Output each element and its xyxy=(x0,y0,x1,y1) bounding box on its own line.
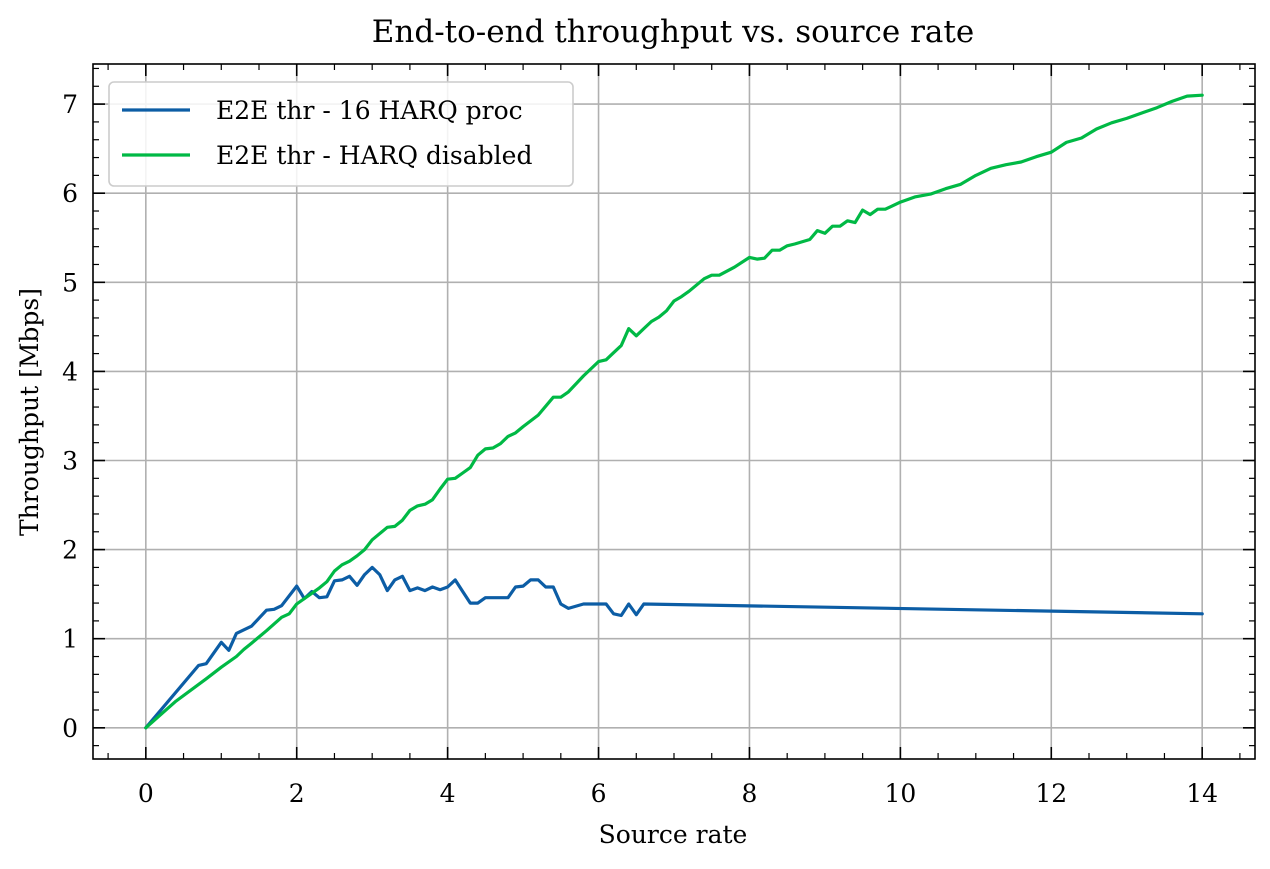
x-tick-label: 0 xyxy=(138,779,154,808)
legend-label: E2E thr - HARQ disabled xyxy=(216,141,532,170)
chart-title: End-to-end throughput vs. source rate xyxy=(372,14,974,50)
series-line-1 xyxy=(144,565,1204,730)
legend-label: E2E thr - 16 HARQ proc xyxy=(216,96,523,125)
y-tick-label: 5 xyxy=(62,268,78,297)
legend-box xyxy=(108,81,574,187)
x-tick-label: 10 xyxy=(884,779,916,808)
y-tick-label: 6 xyxy=(62,179,78,208)
x-tick-labels: 0 2 4 6 8 10 12 14 xyxy=(138,779,1218,808)
y-tick-label: 1 xyxy=(62,625,78,654)
y-tick-label: 0 xyxy=(62,714,78,743)
series-line-2 xyxy=(144,93,1204,730)
x-tick-label: 8 xyxy=(742,779,758,808)
tick-layer xyxy=(93,64,1255,759)
x-tick-label: 2 xyxy=(289,779,305,808)
legend: E2E thr - 16 HARQ proc E2E thr - HARQ dis… xyxy=(108,81,574,187)
x-tick-label: 4 xyxy=(440,779,456,808)
x-tick-label: 6 xyxy=(591,779,607,808)
x-axis-label: Source rate xyxy=(599,820,748,849)
x-tick-label: 12 xyxy=(1035,779,1067,808)
x-tick-label: 14 xyxy=(1186,779,1218,808)
y-tick-label: 2 xyxy=(62,536,78,565)
y-tick-label: 3 xyxy=(62,447,78,476)
series-layer xyxy=(144,93,1204,730)
y-tick-label: 4 xyxy=(62,357,78,386)
y-tick-labels: 0 1 2 3 4 5 6 7 xyxy=(62,90,78,743)
y-axis-label: Throughput [Mbps] xyxy=(15,288,44,536)
y-tick-label: 7 xyxy=(62,90,78,119)
